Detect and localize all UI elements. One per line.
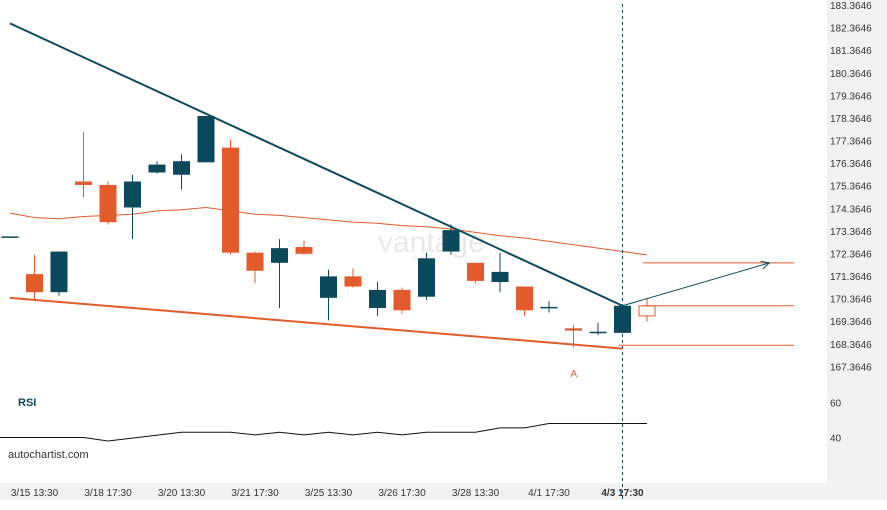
- price-tick-label: 183.3646: [830, 1, 872, 12]
- time-tick-label: 3/15 13:30: [11, 488, 59, 499]
- candle-body: [393, 289, 411, 311]
- candle: [75, 131, 92, 198]
- candle-body: [222, 147, 239, 253]
- rsi-tick-label: 40: [830, 434, 842, 445]
- candle: [271, 239, 288, 309]
- price-tick-label: 181.3646: [830, 46, 872, 57]
- time-tick-label: 3/18 17:30: [84, 488, 132, 499]
- candle-body: [148, 164, 166, 173]
- candle-body: [516, 286, 533, 311]
- candle: [418, 252, 435, 301]
- price-tick-label: 180.3646: [830, 69, 872, 80]
- candle: [393, 287, 411, 314]
- candle: [222, 139, 239, 255]
- candle: [565, 324, 582, 348]
- price-tick-label: 176.3646: [830, 159, 872, 170]
- price-tick-label: 170.3646: [830, 295, 872, 306]
- time-tick-label: 3/28 13:30: [452, 488, 500, 499]
- time-tick-label: 3/21 17:30: [231, 488, 279, 499]
- candle: [467, 262, 484, 284]
- projected-candle-body: [638, 305, 656, 317]
- candle-body: [75, 181, 92, 185]
- resistance-trendline: [9, 22, 623, 307]
- candle-body: [614, 305, 631, 333]
- candle: [148, 161, 166, 174]
- candle-body: [173, 161, 190, 175]
- candle-body: [1, 236, 19, 238]
- candle: [124, 174, 141, 240]
- projection-arrow-head: [760, 260, 771, 270]
- candle-body: [491, 271, 509, 283]
- candle: [516, 286, 533, 316]
- rsi-tick-label: 60: [830, 399, 842, 410]
- price-tick-label: 178.3646: [830, 114, 872, 125]
- candle-body: [320, 276, 337, 298]
- candle-body: [369, 289, 386, 309]
- rsi-line: [0, 423, 647, 442]
- candle-body: [124, 181, 141, 208]
- price-tick-label: 171.3646: [830, 272, 872, 283]
- candle: [320, 269, 337, 321]
- price-tick-label: 174.3646: [830, 204, 872, 215]
- candle: [50, 251, 68, 296]
- price-tick-label: 172.3646: [830, 249, 872, 260]
- price-tick-label: 175.3646: [830, 182, 872, 193]
- price-tick-label: 167.3646: [830, 362, 872, 373]
- candle-body: [99, 184, 117, 223]
- candle: [26, 254, 43, 299]
- candle-body: [540, 306, 558, 309]
- candle: [491, 252, 509, 293]
- candle: [589, 322, 607, 336]
- candle: [442, 224, 460, 255]
- candle: [173, 154, 190, 190]
- candle: [197, 116, 215, 163]
- candle-body: [271, 248, 288, 263]
- time-tick-label: 4/1 17:30: [528, 488, 570, 499]
- candle-body: [246, 252, 264, 271]
- candle: [295, 240, 313, 255]
- candle-body: [442, 230, 460, 252]
- time-tick-label: 3/20 13:30: [158, 488, 206, 499]
- price-tick-label: 179.3646: [830, 91, 872, 102]
- rsi-label: RSI: [18, 397, 36, 409]
- candle-body: [344, 276, 362, 287]
- candle-body: [589, 331, 607, 334]
- time-tick-label: 3/26 17:30: [378, 488, 426, 499]
- support-trendline: [9, 296, 623, 350]
- credit-text: autochartist.com: [8, 449, 89, 461]
- time-tick-label: 3/25 13:30: [305, 488, 353, 499]
- time-tick-label: 4/3 17:30: [601, 488, 644, 499]
- candle-body: [418, 258, 435, 297]
- candle: [1, 236, 19, 238]
- candle-body: [467, 262, 484, 281]
- candle-body: [295, 247, 313, 254]
- candle: [344, 268, 362, 288]
- price-axis-background: [827, 0, 887, 500]
- pattern-marker: A: [571, 369, 578, 380]
- price-tick-label: 182.3646: [830, 24, 872, 35]
- candle-body: [50, 251, 68, 293]
- candle-body: [565, 328, 582, 331]
- candle: [99, 181, 117, 225]
- projection-arrow-line: [622, 262, 770, 307]
- price-tick-label: 168.3646: [830, 340, 872, 351]
- price-tick-label: 177.3646: [830, 137, 872, 148]
- candle: [540, 301, 558, 313]
- candle-body: [197, 116, 215, 163]
- price-tick-label: 173.3646: [830, 227, 872, 238]
- price-tick-label: 169.3646: [830, 317, 872, 328]
- candle: [369, 282, 386, 316]
- time-axis-background: [0, 483, 827, 500]
- candle: [246, 251, 264, 284]
- candle-body: [26, 274, 43, 293]
